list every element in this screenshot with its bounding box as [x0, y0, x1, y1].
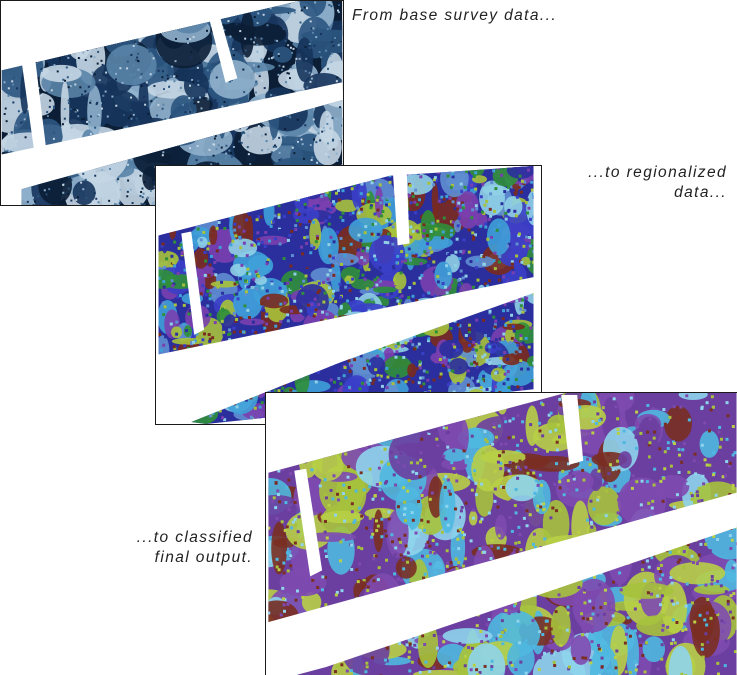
caption-base-survey-text: From base survey data...	[352, 7, 558, 24]
regionalized-panel	[155, 165, 542, 425]
caption-regionalized: ...to regionalized data...	[588, 163, 727, 203]
caption-base-survey: From base survey data...	[352, 6, 557, 26]
caption-regionalized-line1: ...to regionalized	[588, 164, 727, 181]
caption-regionalized-line2: data...	[674, 184, 727, 201]
caption-classified-line1: ...to classified	[136, 529, 253, 546]
caption-classified-line2: final output.	[154, 549, 253, 566]
regionalized-image	[158, 166, 534, 424]
classified-image	[268, 393, 737, 675]
classified-panel	[265, 392, 737, 675]
caption-classified: ...to classified final output.	[137, 528, 253, 568]
